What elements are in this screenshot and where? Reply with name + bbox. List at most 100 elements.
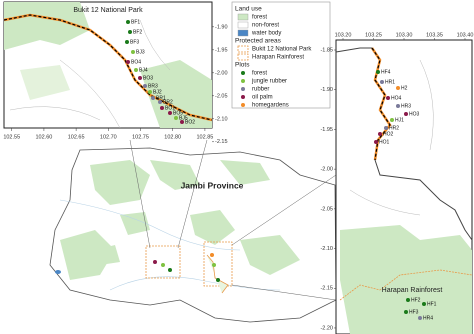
plot-label: BO5 bbox=[173, 110, 183, 116]
legend-label: Harapan Rainforest bbox=[252, 55, 304, 61]
x-tick-label: 103.25 bbox=[365, 32, 382, 38]
plot-marker bbox=[174, 116, 178, 120]
legend-swatch bbox=[237, 29, 249, 37]
plot-marker bbox=[180, 120, 184, 124]
plot-marker bbox=[151, 96, 155, 100]
y-tick-label: -2.20 bbox=[320, 325, 333, 331]
x-tick-label: 102.75 bbox=[132, 134, 149, 140]
plot-label: HF3 bbox=[409, 309, 419, 315]
plot-marker bbox=[386, 96, 390, 100]
plot-marker bbox=[406, 298, 410, 302]
legend-label: non-forest bbox=[252, 23, 279, 29]
y-tick-label: -2.10 bbox=[320, 246, 333, 252]
x-tick-label: 102.65 bbox=[68, 134, 85, 140]
y-tick-label: -2.00 bbox=[320, 167, 333, 173]
y-tick-label: -1.95 bbox=[215, 47, 228, 53]
plot-marker bbox=[404, 310, 408, 314]
plot-marker bbox=[158, 100, 162, 104]
plot-marker bbox=[376, 70, 380, 74]
legend-swatch bbox=[237, 53, 249, 61]
plot-marker bbox=[404, 112, 408, 116]
y-tick-label: -1.95 bbox=[320, 127, 333, 133]
plot-label: HR1 bbox=[385, 79, 395, 85]
plot-label: BO2 bbox=[185, 119, 195, 125]
inset-title: Harapan Rainforest bbox=[382, 287, 443, 294]
plot-marker bbox=[374, 140, 378, 144]
right-inset: Harapan Rainforest bbox=[335, 39, 473, 334]
plot-label: HO4 bbox=[391, 95, 402, 101]
legend-swatch bbox=[241, 95, 245, 99]
plot-marker bbox=[128, 30, 132, 34]
plot-marker bbox=[126, 20, 130, 24]
y-tick-label: -1.85 bbox=[320, 47, 333, 53]
plot-label: BR1 bbox=[156, 95, 166, 101]
plot-label: HR3 bbox=[401, 103, 411, 109]
plot-marker bbox=[131, 50, 135, 54]
plot-marker bbox=[160, 106, 164, 110]
x-tick-label: 103.30 bbox=[396, 32, 413, 38]
legend-label: forest bbox=[252, 71, 267, 77]
plot-label: HF1 bbox=[427, 301, 437, 307]
legend-label: homegardens bbox=[252, 103, 289, 109]
y-tick-label: -2.05 bbox=[320, 206, 333, 212]
plot-label: BO3 bbox=[143, 75, 153, 81]
x-tick-label: 103.35 bbox=[426, 32, 443, 38]
plot-marker bbox=[390, 118, 394, 122]
plot-marker bbox=[396, 104, 400, 108]
plot-label: BJ4 bbox=[139, 67, 148, 73]
y-tick-label: -2.05 bbox=[215, 93, 228, 99]
plot-marker bbox=[378, 132, 382, 136]
legend-label: oil palm bbox=[252, 95, 273, 101]
legend-label: Bukit 12 National Park bbox=[252, 47, 312, 53]
plot-label: HO1 bbox=[379, 139, 390, 145]
legend-swatch bbox=[237, 13, 249, 21]
plot-label: H2 bbox=[401, 85, 408, 91]
plot-label: BO4 bbox=[131, 59, 141, 65]
plot-label: HO2 bbox=[383, 131, 394, 137]
legend-swatch bbox=[241, 79, 245, 83]
plot-label: HR4 bbox=[423, 315, 433, 321]
x-tick-label: 102.85 bbox=[197, 134, 214, 140]
plot-marker bbox=[125, 40, 129, 44]
legend-label: water body bbox=[251, 31, 281, 37]
legend-swatch bbox=[241, 71, 245, 75]
legend-heading: Plots bbox=[235, 62, 250, 69]
plot-label: BJ5 bbox=[179, 115, 188, 121]
plot-marker bbox=[384, 126, 388, 130]
plot-marker bbox=[168, 111, 172, 115]
legend-swatch bbox=[237, 21, 249, 29]
plot-label: BF2 bbox=[133, 29, 142, 35]
province-map: Jambi Province bbox=[49, 139, 337, 323]
y-tick-label: -2.15 bbox=[320, 286, 333, 292]
plot-label: BR2 bbox=[163, 99, 173, 105]
legend-heading: Land use bbox=[235, 6, 262, 13]
legend-heading: Protected areas bbox=[235, 38, 282, 45]
legend-swatch bbox=[241, 87, 245, 91]
legend-label: jungle rubber bbox=[251, 79, 287, 85]
plot-marker bbox=[134, 68, 138, 72]
plot-label: BF3 bbox=[130, 39, 139, 45]
x-tick-label: 103.40 bbox=[457, 32, 474, 38]
province-title: Jambi Province bbox=[181, 180, 244, 190]
x-tick-label: 102.70 bbox=[100, 134, 117, 140]
plot-marker bbox=[422, 302, 426, 306]
legend-swatch bbox=[241, 103, 245, 107]
plot-label: BJ2 bbox=[153, 89, 162, 95]
y-tick-label: -2.00 bbox=[215, 70, 228, 76]
left-inset: Bukit 12 National Park bbox=[3, 1, 213, 129]
x-tick-label: 102.80 bbox=[164, 134, 181, 140]
plot-label: BO1 bbox=[165, 105, 175, 111]
plot-marker bbox=[148, 90, 152, 94]
plot-marker bbox=[380, 80, 384, 84]
plot-marker bbox=[143, 84, 147, 88]
x-tick-label: 103.20 bbox=[335, 32, 352, 38]
x-tick-label: 102.55 bbox=[3, 134, 20, 140]
y-tick-label: -1.90 bbox=[215, 24, 228, 30]
legend: Land use forest non-forest water bodyProtec… bbox=[231, 1, 331, 109]
y-tick-label: -2.10 bbox=[215, 116, 228, 122]
plot-label: HR2 bbox=[389, 125, 399, 131]
plot-marker bbox=[126, 60, 130, 64]
plot-label: BR3 bbox=[148, 83, 158, 89]
plot-label: HO3 bbox=[409, 111, 420, 117]
